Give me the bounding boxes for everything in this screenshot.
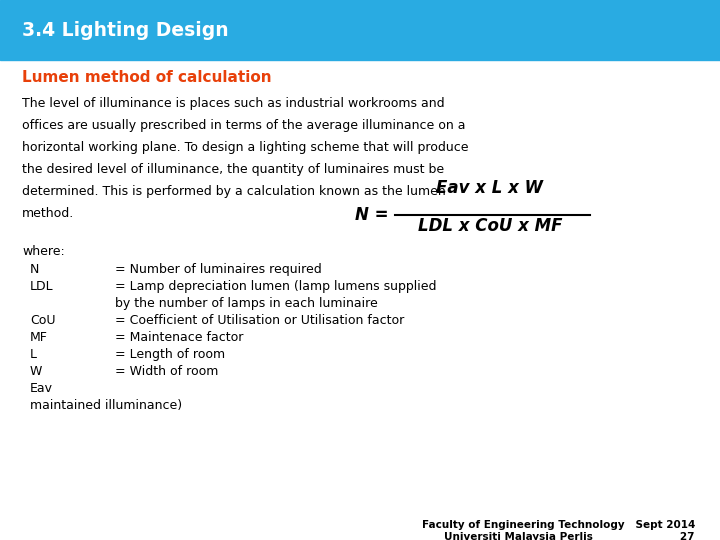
Text: maintained illuminance): maintained illuminance)	[30, 399, 182, 412]
Text: where:: where:	[22, 245, 65, 258]
Text: determined. This is performed by a calculation known as the lumen: determined. This is performed by a calcu…	[22, 185, 446, 198]
Text: = Length of room: = Length of room	[115, 348, 225, 361]
Text: N: N	[30, 263, 40, 276]
Text: method.: method.	[22, 207, 74, 220]
Text: CoU: CoU	[30, 314, 55, 327]
Text: LDL x CoU x MF: LDL x CoU x MF	[418, 217, 562, 235]
Text: the desired level of illuminance, the quantity of luminaires must be: the desired level of illuminance, the qu…	[22, 163, 444, 176]
Text: = Lamp depreciation lumen (lamp lumens supplied: = Lamp depreciation lumen (lamp lumens s…	[115, 280, 436, 293]
Bar	[0, 0, 720, 60]
Text: LDL: LDL	[30, 280, 53, 293]
Text: Lumen method of calculation: Lumen method of calculation	[22, 71, 271, 85]
Text: Eav x L x W: Eav x L x W	[436, 179, 544, 197]
Text: = Number of luminaires required: = Number of luminaires required	[115, 263, 322, 276]
Text: N =: N =	[355, 206, 389, 224]
Text: The level of illuminance is places such as industrial workrooms and: The level of illuminance is places such …	[22, 97, 445, 110]
Text: horizontal working plane. To design a lighting scheme that will produce: horizontal working plane. To design a li…	[22, 141, 469, 154]
Text: Eav: Eav	[30, 382, 53, 395]
Text: 3.4 Lighting Design: 3.4 Lighting Design	[22, 21, 229, 39]
Text: L: L	[30, 348, 37, 361]
Text: MF: MF	[30, 331, 48, 344]
Text: = Maintenace factor: = Maintenace factor	[115, 331, 243, 344]
Text: W: W	[30, 365, 42, 378]
Text: Faculty of Engineering Technology   Sept 2014: Faculty of Engineering Technology Sept 2…	[422, 520, 695, 530]
Text: Universiti Malaysia Perlis                        27: Universiti Malaysia Perlis 27	[444, 532, 695, 540]
Text: offices are usually prescribed in terms of the average illuminance on a: offices are usually prescribed in terms …	[22, 119, 466, 132]
Text: by the number of lamps in each luminaire: by the number of lamps in each luminaire	[115, 297, 378, 310]
Text: = Width of room: = Width of room	[115, 365, 218, 378]
Text: = Coefficient of Utilisation or Utilisation factor: = Coefficient of Utilisation or Utilisat…	[115, 314, 404, 327]
